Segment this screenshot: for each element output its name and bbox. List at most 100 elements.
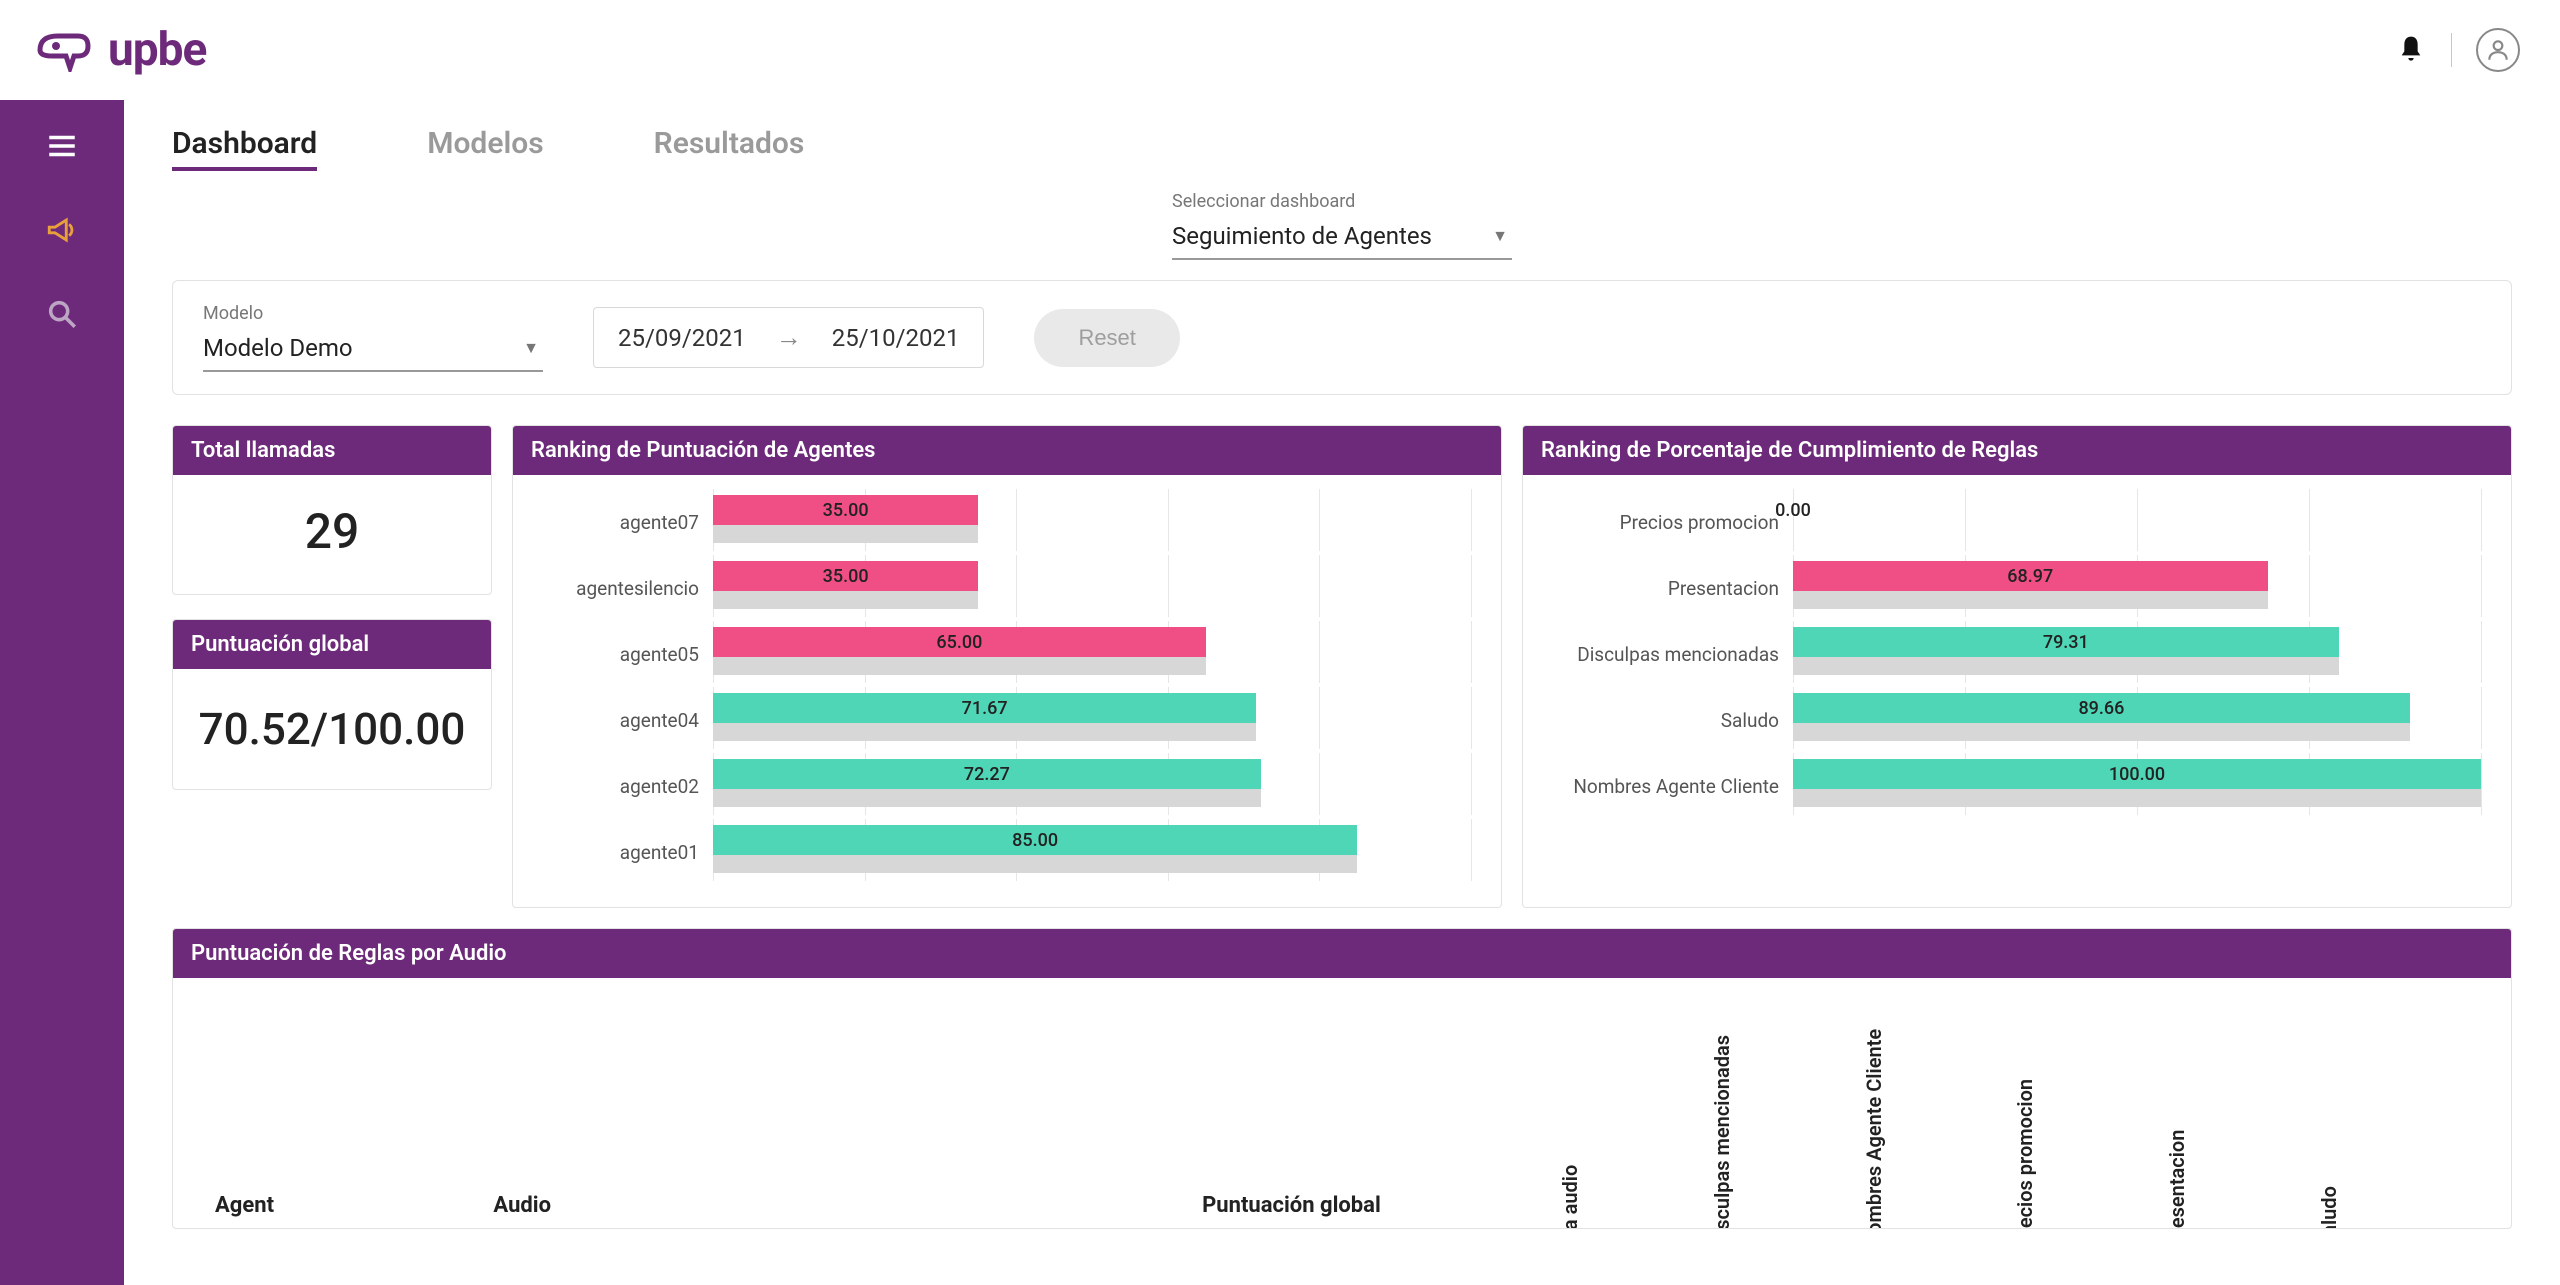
chart-bar-shadow [1793,789,2481,807]
chart-bar-label: Nombres Agente Cliente [1533,775,1793,798]
sidebar [0,100,124,1285]
kpi-global-score-title: Puntuación global [173,620,491,669]
user-avatar-button[interactable] [2476,28,2520,72]
date-to: 25/10/2021 [832,324,960,352]
rule-ranking-chart: Ranking de Porcentaje de Cumplimiento de… [1522,425,2512,908]
chart-bar-track: 72.27 [713,759,1471,813]
chart-bar-track: 68.97 [1793,561,2481,615]
rules-by-audio-table: AgentAudioPuntuación globalIr a audioDis… [203,1028,2481,1228]
chart-bar-row: Presentacion68.97 [1533,561,2481,615]
sidebar-item-announcements[interactable] [42,210,82,250]
chart-bar: 72.27 [713,759,1261,789]
date-from: 25/09/2021 [618,324,746,352]
search-icon [45,297,79,331]
kpi-total-calls-title: Total llamadas [173,426,491,475]
table-column-header-rotated[interactable]: Disculpas mencionadas [1722,1028,1874,1228]
chart-bar-label: Disculpas mencionadas [1533,643,1793,666]
dashboard-selector-value: Seguimiento de Agentes [1172,222,1432,250]
chart-bar-shadow [1793,723,2410,741]
tab-bar: Dashboard Modelos Resultados [172,100,2512,181]
chart-bar-row: agente0272.27 [523,759,1471,813]
dashboard-selector-label: Seleccionar dashboard [1172,191,1512,212]
chart-bar-track: 35.00 [713,495,1471,549]
chart-bar-track: 35.00 [713,561,1471,615]
chevron-down-icon: ▼ [523,338,539,358]
table-column-header-rotated[interactable]: Saludo [2329,1028,2481,1228]
chart-bar-shadow [713,591,978,609]
chart-bar-label: agente01 [523,841,713,864]
model-selector-value: Modelo Demo [203,334,353,362]
arrow-right-icon: → [776,322,802,353]
chart-bar-shadow [1793,591,2268,609]
topbar-actions [2395,28,2520,72]
sidebar-item-search[interactable] [42,294,82,334]
chart-bar-row: agente0565.00 [523,627,1471,681]
date-range-picker[interactable]: 25/09/2021 → 25/10/2021 [593,307,984,368]
table-column-header[interactable]: Agent [203,1028,481,1228]
hamburger-icon [45,129,79,163]
chart-bar-track: 85.00 [713,825,1471,879]
chart-bar: 65.00 [713,627,1206,657]
table-column-header[interactable]: Puntuación global [1190,1028,1570,1228]
filters-panel: Modelo Modelo Demo ▼ 25/09/2021 → 25/10/… [172,280,2512,395]
chart-bar: 68.97 [1793,561,2268,591]
table-column-header-rotated[interactable]: Presentacion [2177,1028,2329,1228]
chevron-down-icon: ▼ [1492,226,1508,246]
tab-resultados[interactable]: Resultados [654,126,805,171]
brand-name: upbe [108,23,206,77]
kpi-global-score-value: 70.52/100.00 [173,669,491,789]
chart-bar-row: agente0471.67 [523,693,1471,747]
notification-bell-icon[interactable] [2395,34,2427,66]
kpi-total-calls-value: 29 [173,475,491,594]
chart-bar-row: agentesilencio35.00 [523,561,1471,615]
main-content: Dashboard Modelos Resultados Seleccionar… [124,100,2560,1285]
chart-bar: 100.00 [1793,759,2481,789]
agent-ranking-chart: Ranking de Puntuación de Agentes agente0… [512,425,1502,908]
table-column-header-rotated[interactable]: Precios promocion [2025,1028,2177,1228]
chart-bar-row: Saludo89.66 [1533,693,2481,747]
chart-bar: 35.00 [713,495,978,525]
megaphone-icon [45,213,79,247]
table-column-header-rotated[interactable]: Ir a audio [1570,1028,1722,1228]
chart-bar-row: Disculpas mencionadas79.31 [1533,627,2481,681]
chart-bar-label: agente02 [523,775,713,798]
chart-bar-shadow [713,657,1206,675]
chart-bar: 35.00 [713,561,978,591]
chart-bar-label: Presentacion [1533,577,1793,600]
chart-bar-label: agentesilencio [523,577,713,600]
chart-bar-row: Precios promocion0.00 [1533,495,2481,549]
table-column-header-rotated[interactable]: Nombres Agente Cliente [1874,1028,2026,1228]
user-icon [2485,37,2511,63]
chart-bar-track: 71.67 [713,693,1471,747]
sidebar-menu-toggle[interactable] [42,126,82,166]
chart-bar-label: Saludo [1533,709,1793,732]
rule-ranking-title: Ranking de Porcentaje de Cumplimiento de… [1523,426,2511,475]
tab-modelos[interactable]: Modelos [427,126,543,171]
upbe-logo-icon [30,28,94,72]
chart-bar-label: agente05 [523,643,713,666]
chart-bar-shadow [713,525,978,543]
reset-button[interactable]: Reset [1034,309,1179,367]
chart-bar-shadow [1793,657,2339,675]
kpi-total-calls: Total llamadas 29 [172,425,492,595]
chart-bar-track: 89.66 [1793,693,2481,747]
chart-bar-row: Nombres Agente Cliente100.00 [1533,759,2481,813]
chart-bar-track: 65.00 [713,627,1471,681]
dashboard-selector[interactable]: Seleccionar dashboard Seguimiento de Age… [1172,191,1512,260]
chart-bar-row: agente0185.00 [523,825,1471,879]
table-column-header[interactable]: Audio [481,1028,1190,1228]
tab-dashboard[interactable]: Dashboard [172,126,317,171]
chart-bar-shadow [713,789,1261,807]
chart-bar: 85.00 [713,825,1357,855]
rules-by-audio-title: Puntuación de Reglas por Audio [173,929,2511,978]
model-selector[interactable]: Modelo Modelo Demo ▼ [203,303,543,372]
chart-bar-shadow [713,723,1256,741]
chart-bar-track: 0.00 [1793,495,2481,549]
agent-ranking-title: Ranking de Puntuación de Agentes [513,426,1501,475]
chart-bar-label: agente04 [523,709,713,732]
topbar: upbe [0,0,2560,100]
chart-bar: 79.31 [1793,627,2339,657]
rules-by-audio-card: Puntuación de Reglas por Audio AgentAudi… [172,928,2512,1229]
chart-bar-shadow [713,855,1357,873]
brand-logo[interactable]: upbe [30,23,206,77]
